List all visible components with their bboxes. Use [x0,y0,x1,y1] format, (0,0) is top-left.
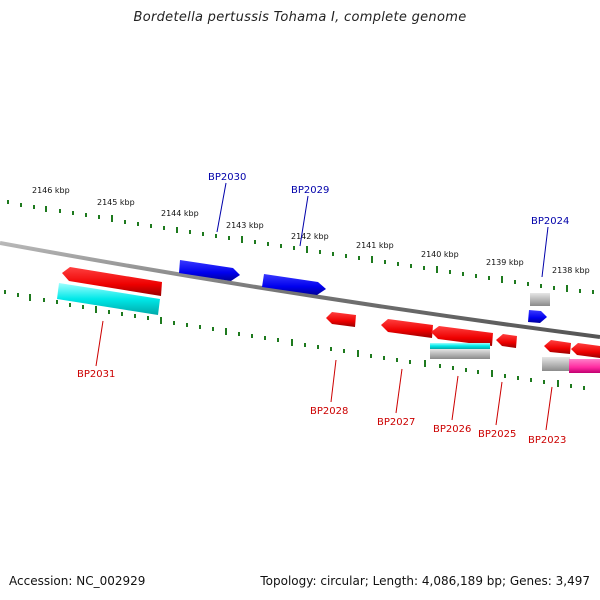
gene-label-bp2023[interactable]: BP2023 [528,435,566,446]
scale-label: 2146 kbp [32,186,70,195]
gene-bp2030-arrow[interactable] [179,260,240,281]
gene-bp2022-arrow[interactable] [571,343,600,358]
gene-bp2027-arrow[interactable] [381,319,433,338]
gene-bp2029-arrow[interactable] [262,274,326,295]
forward-leader-lines [216,182,549,278]
scale-label: 2139 kbp [486,258,524,267]
outer-tick-track [7,200,594,294]
genome-summary-text: Topology: circular; Length: 4,086,189 bp… [260,574,590,588]
scale-label: 2145 kbp [97,198,135,207]
gene-bp2028-arrow[interactable] [326,312,356,327]
gene-label-bp2028[interactable]: BP2028 [310,406,348,417]
cds-bp2022[interactable] [569,359,600,373]
gene-bp2031-arrow[interactable] [62,267,162,296]
pseudogene-bp2023[interactable] [542,357,570,371]
reverse-leader-lines [95,320,553,431]
gene-label-bp2024[interactable]: BP2024 [531,216,569,227]
gene-bp2025-arrow[interactable] [496,334,517,348]
inner-tick-track [4,290,585,390]
gene-label-bp2025[interactable]: BP2025 [478,429,516,440]
scale-label: 2141 kbp [356,241,394,250]
gene-label-bp2027[interactable]: BP2027 [377,417,415,428]
gene-label-bp2029[interactable]: BP2029 [291,185,329,196]
gene-label-bp2030[interactable]: BP2030 [208,172,246,183]
gene-label-bp2026[interactable]: BP2026 [433,424,471,435]
accession-text: Accession: NC_002929 [9,574,146,588]
gene-bp2026-arrow[interactable] [431,326,493,346]
gene-label-bp2031[interactable]: BP2031 [77,369,115,380]
gene-bp2024-arrow[interactable] [528,310,547,323]
scale-label: 2142 kbp [291,232,329,241]
scale-label: 2143 kbp [226,221,264,230]
pseudogene-bp2026[interactable] [430,349,490,359]
scale-label: 2144 kbp [161,209,199,218]
gene-bp2023-arrow[interactable] [544,340,571,354]
cds-bp2031[interactable] [57,283,160,315]
scale-label: 2140 kbp [421,250,459,259]
scale-label: 2138 kbp [552,266,590,275]
genome-backbone [0,241,600,339]
genome-title: Bordetella pertussis Tohama I, complete … [133,10,467,25]
pseudogene-bp2024[interactable] [530,293,550,306]
cds-bp2026[interactable] [430,343,490,349]
